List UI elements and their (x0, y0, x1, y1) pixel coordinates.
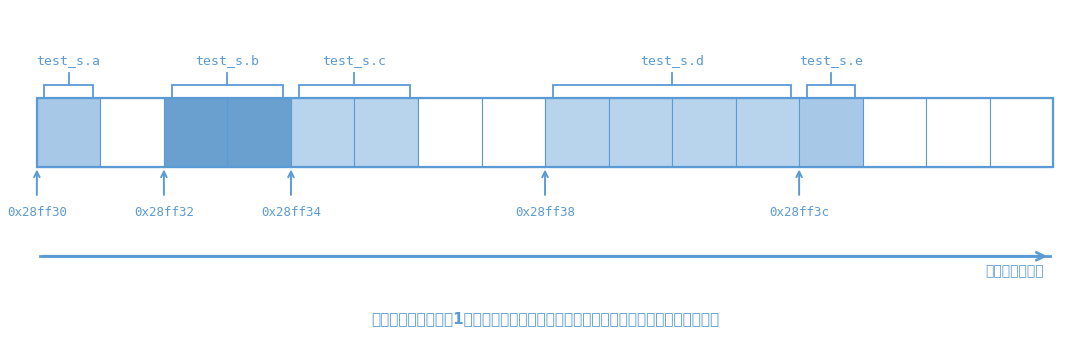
Text: test_s.e: test_s.e (799, 54, 863, 67)
Text: 0x28ff30: 0x28ff30 (6, 206, 67, 219)
Text: test_s.a: test_s.a (37, 54, 100, 67)
Bar (164, 98, 228, 167)
Bar (927, 98, 989, 167)
Bar (735, 98, 799, 167)
Text: test_s.d: test_s.d (640, 54, 704, 67)
Bar (863, 98, 927, 167)
Text: 0x28ff32: 0x28ff32 (134, 206, 194, 219)
Bar (37, 98, 100, 167)
Bar (989, 98, 1053, 167)
Bar (354, 98, 418, 167)
Bar (37, 98, 1053, 167)
Bar (418, 98, 482, 167)
Text: 0x28ff38: 0x28ff38 (515, 206, 575, 219)
Bar (100, 98, 164, 167)
Bar (482, 98, 545, 167)
Bar (672, 98, 735, 167)
Text: test_s.c: test_s.c (323, 54, 387, 67)
Bar (545, 98, 608, 167)
Text: test_s.b: test_s.b (195, 54, 259, 67)
Bar (799, 98, 863, 167)
Text: 地址增加的方向: 地址增加的方向 (985, 265, 1043, 279)
Text: 说明：每个方框代表1字节，蓝色方框代表实际数据所占字节，白色方框代表空白字节: 说明：每个方框代表1字节，蓝色方框代表实际数据所占字节，白色方框代表空白字节 (370, 312, 719, 326)
Bar (228, 98, 291, 167)
Bar (608, 98, 672, 167)
Text: 0x28ff34: 0x28ff34 (261, 206, 321, 219)
Text: 0x28ff3c: 0x28ff3c (769, 206, 829, 219)
Bar (291, 98, 354, 167)
